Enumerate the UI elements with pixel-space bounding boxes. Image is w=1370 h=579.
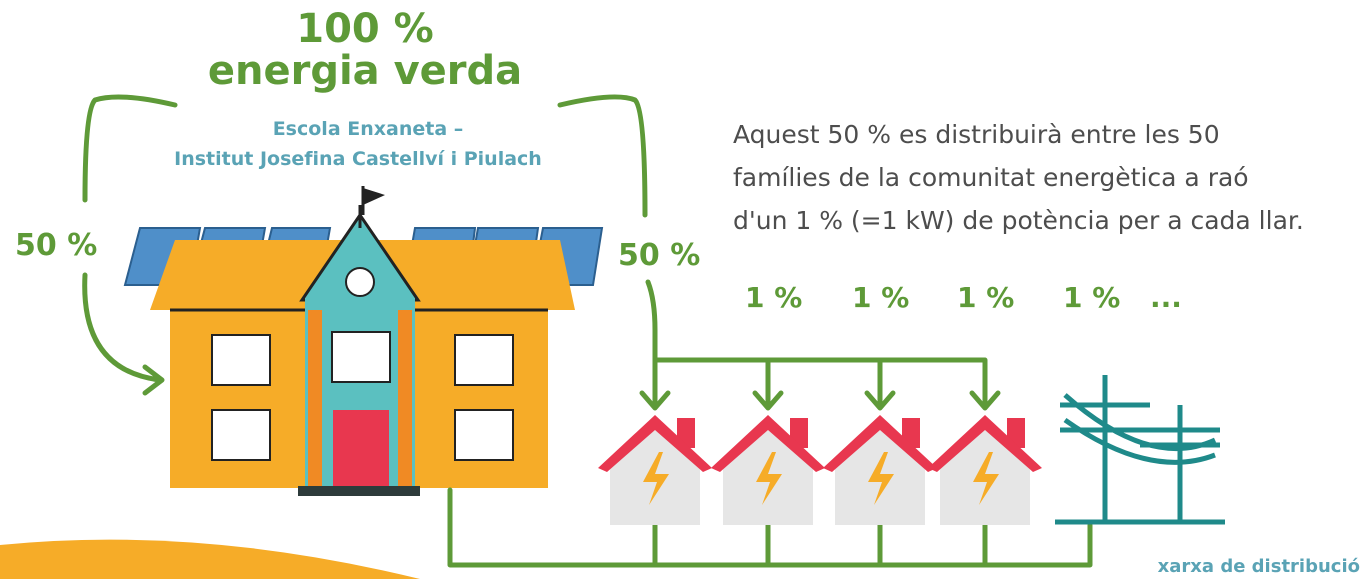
grid-label: xarxa de distribució [1158, 556, 1360, 577]
houses [598, 415, 1042, 525]
description-line: d'un 1 % (=1 kW) de potència per a cada … [733, 206, 1304, 235]
bracket-arrow [560, 97, 645, 215]
share-label: 50 % [15, 228, 97, 263]
bracket-arrow [85, 97, 175, 200]
bracket-arrow [642, 282, 668, 408]
household-share: 1 % [1063, 281, 1120, 314]
household-share-more: ... [1150, 281, 1182, 314]
bracket-arrow [85, 275, 162, 393]
distribution-pipe [655, 360, 998, 408]
infographic: 100 % energia verda Escola Enxaneta – In… [0, 0, 1370, 579]
pylon [1055, 375, 1225, 522]
body: 100 % energia verda Escola Enxaneta – In… [0, 0, 1370, 579]
household-share: 1 % [852, 281, 909, 314]
house [598, 415, 712, 525]
school-name: Escola Enxaneta – [273, 118, 464, 140]
school-building [125, 186, 602, 496]
house [823, 415, 937, 525]
title-line: energia verda [208, 48, 522, 94]
description-line: famílies de la comunitat energètica a ra… [733, 163, 1249, 192]
house [711, 415, 825, 525]
description-line: Aquest 50 % es distribuirà entre les 50 [733, 120, 1220, 149]
household-share: 1 % [957, 281, 1014, 314]
school-name: Institut Josefina Castellví i Piulach [174, 148, 542, 170]
title-line: 100 % [296, 6, 434, 52]
household-share: 1 % [745, 281, 802, 314]
house [928, 415, 1042, 525]
page: energia verda {"title": {"line1": "100 %… [0, 0, 1370, 579]
swoosh [0, 540, 420, 579]
share-label: 50 % [618, 238, 700, 273]
